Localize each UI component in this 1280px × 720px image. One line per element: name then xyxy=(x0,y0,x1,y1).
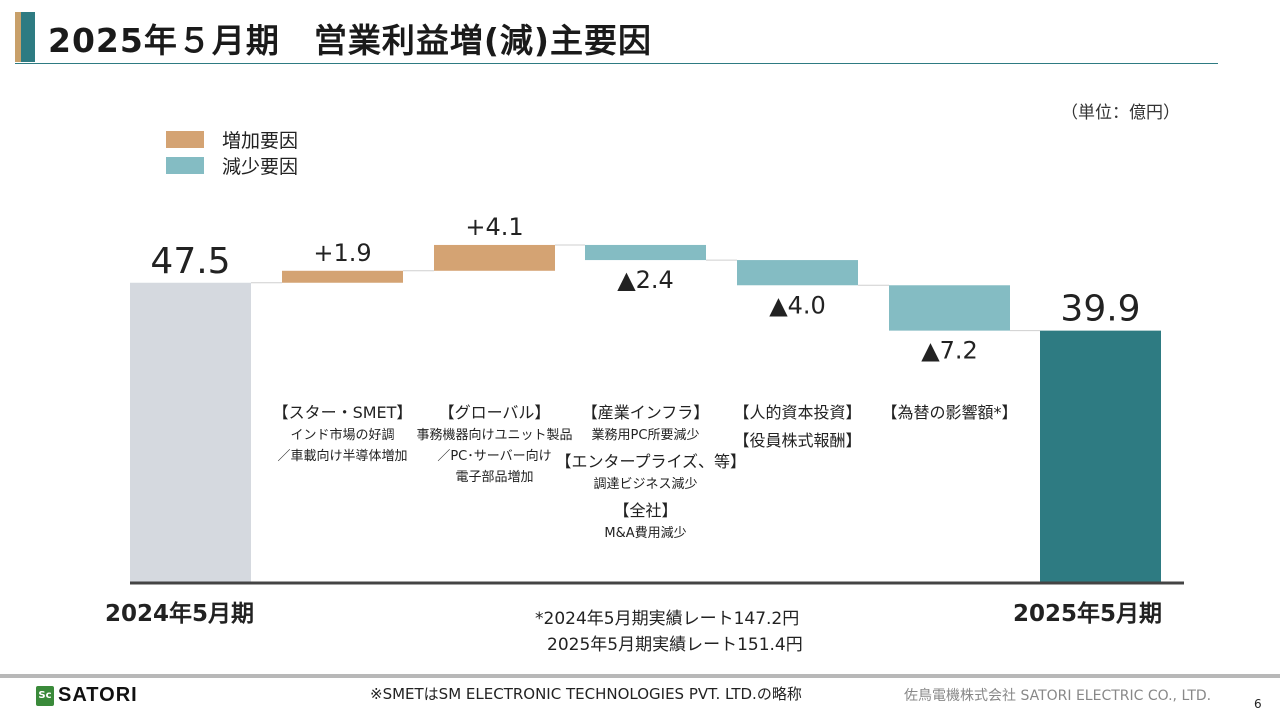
annotation-heading: 【為替の影響額*】 xyxy=(881,403,1018,422)
footer-divider xyxy=(0,674,1280,678)
legend-label-increase: 増加要因 xyxy=(222,129,299,152)
annotation-detail: 事務機器向けユニット製品 xyxy=(416,428,573,443)
annotation-heading: 【役員株式報酬】 xyxy=(733,431,862,450)
annotation-heading: 【スター・SMET】 xyxy=(272,403,413,422)
bar-step-5 xyxy=(889,285,1010,331)
annotation-detail: 業務用PC所要減少 xyxy=(591,428,700,443)
bar-step-1 xyxy=(282,270,403,283)
company-name: 佐鳥電機株式会社 SATORI ELECTRIC CO., LTD. xyxy=(904,688,1212,704)
bar-start xyxy=(130,282,251,582)
legend-item-increase: 増加要因 xyxy=(166,126,298,152)
title-underline xyxy=(15,63,1218,64)
bar-step-2 xyxy=(434,244,555,271)
annotation-step-4: 【人的資本投資】 【役員株式報酬】 xyxy=(708,401,888,453)
value-label: +1.9 xyxy=(313,239,371,267)
annotation-detail: M&A費用減少 xyxy=(604,526,687,541)
category-label-start: 2024年5月期 xyxy=(105,601,255,627)
page-title: 2025年５月期 営業利益増(減)主要因 xyxy=(48,21,653,60)
annotation-step-3: 【産業インフラ】業務用PC所要減少【エンタープライズ、等】調達ビジネス減少【全社… xyxy=(555,401,747,544)
value-label: 47.5 xyxy=(150,241,230,282)
annotation-detail: 調達ビジネス減少 xyxy=(593,477,698,492)
annotation-detail: ／車載向け半導体増加 xyxy=(277,449,408,464)
footnote: ※SMETはSM ELECTRONIC TECHNOLOGIES PVT. LT… xyxy=(370,685,802,703)
legend-item-decrease: 減少要因 xyxy=(166,152,298,178)
legend: 増加要因 減少要因 xyxy=(166,126,298,178)
bar-end xyxy=(1040,330,1161,582)
legend-swatch-increase xyxy=(166,130,204,148)
title-accent-bar xyxy=(15,12,37,62)
value-label: +4.1 xyxy=(465,213,523,241)
bar-step-4 xyxy=(737,260,858,286)
page-number: 6 xyxy=(1254,697,1262,711)
legend-swatch-decrease xyxy=(166,156,204,174)
annotation-detail: ／PC･サーバー向け xyxy=(437,449,552,464)
company-logo: Sc SATORI xyxy=(36,684,138,707)
legend-label-decrease: 減少要因 xyxy=(222,155,299,178)
exchange-rate-notes: *2024年5月期実績レート147.2円 2025年5月期実績レート151.4円 xyxy=(535,606,803,658)
annotation-heading: 【全社】 xyxy=(613,501,678,520)
value-label: ▲2.4 xyxy=(617,266,674,294)
exchange-rate-note-2024: *2024年5月期実績レート147.2円 xyxy=(535,609,800,629)
waterfall-chart: 47.5 +1.9 +4.1 ▲2.4 ▲4.0 ▲7.2 39.9 xyxy=(130,213,1184,585)
annotation-detail: インド市場の好調 xyxy=(290,428,395,443)
value-label: 39.9 xyxy=(1060,289,1140,330)
annotation-heading: 【産業インフラ】 xyxy=(581,403,710,422)
annotation-heading: 【エンタープライズ、等】 xyxy=(555,452,747,471)
annotation-step-5: 【為替の影響額*】 xyxy=(860,401,1040,425)
unit-label: （単位：億円） xyxy=(1061,103,1180,123)
value-label: ▲7.2 xyxy=(921,337,978,365)
exchange-rate-note-2025: 2025年5月期実績レート151.4円 xyxy=(547,635,803,655)
annotation-step-1: 【スター・SMET】インド市場の好調 ／車載向け半導体増加 xyxy=(253,401,433,467)
annotation-heading: 【グローバル】 xyxy=(438,403,551,422)
annotation-heading: 【人的資本投資】 xyxy=(733,403,862,422)
category-label-end: 2025年5月期 xyxy=(1013,601,1163,627)
annotation-detail: 電子部品増加 xyxy=(455,470,534,485)
logo-text: SATORI xyxy=(58,684,138,706)
bar-step-3 xyxy=(585,244,706,261)
annotation-step-2: 【グローバル】事務機器向けユニット製品 ／PC･サーバー向け 電子部品増加 xyxy=(405,401,585,488)
satori-logo-icon: Sc xyxy=(36,685,54,706)
value-label: ▲4.0 xyxy=(769,291,826,319)
